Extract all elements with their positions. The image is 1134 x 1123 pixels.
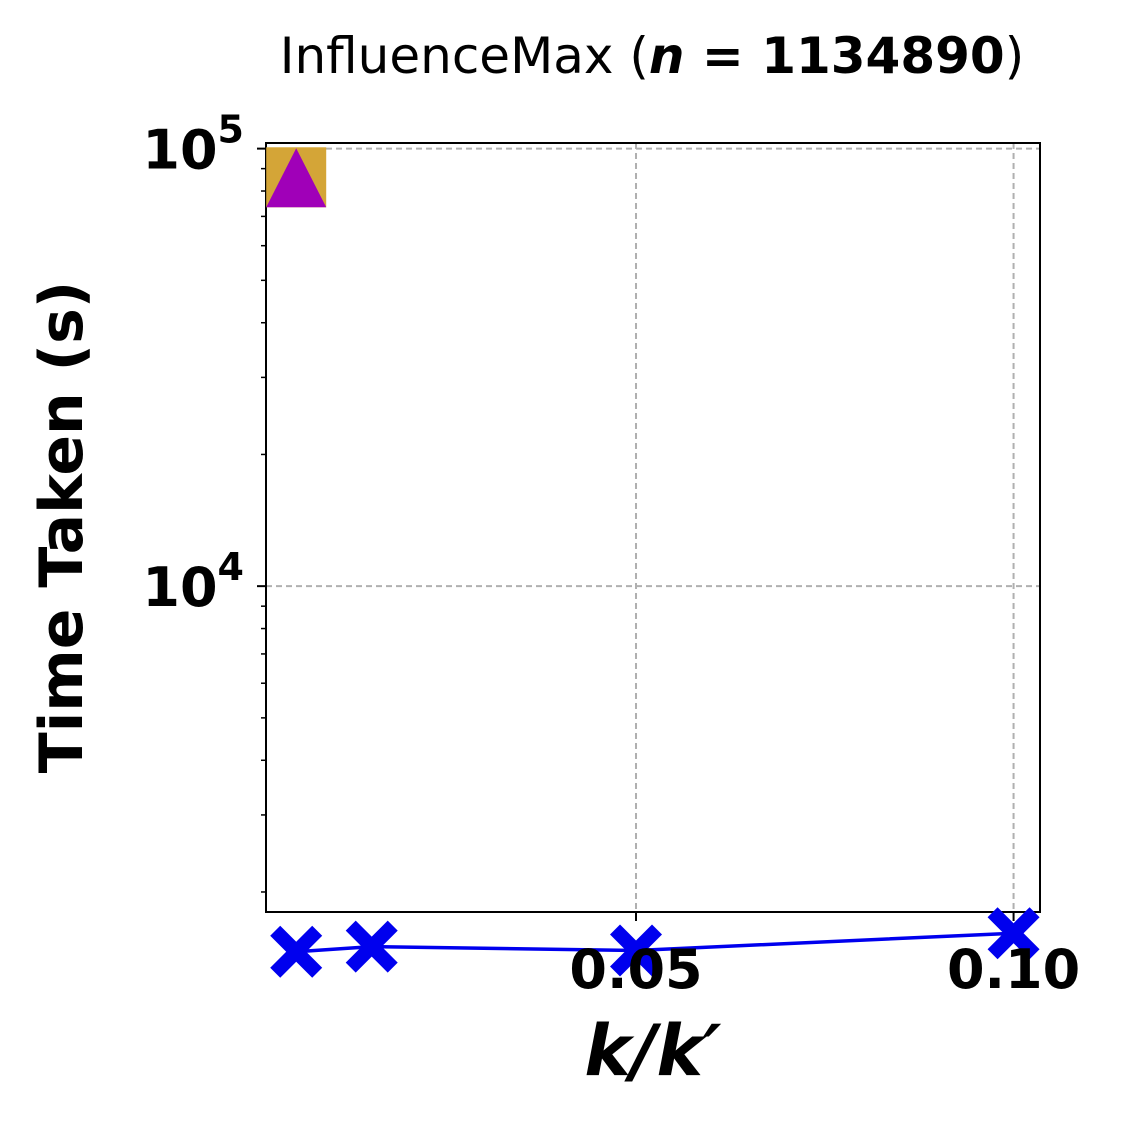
grid bbox=[266, 143, 1040, 912]
x-tick-labels: 0.05 0.10 bbox=[569, 938, 1080, 1001]
y-tick-label: 104 bbox=[142, 545, 244, 619]
y-tick-label: 105 bbox=[142, 108, 244, 182]
y-axis-label: Time Taken (s) bbox=[27, 281, 97, 773]
chart-title-value: 1134890 bbox=[761, 27, 1005, 85]
series-0 bbox=[270, 907, 1040, 978]
data-point-x-marker bbox=[270, 925, 323, 978]
x-tick-label: 0.10 bbox=[947, 938, 1080, 1001]
data-point-triangle-marker bbox=[266, 148, 327, 208]
axis-ticks bbox=[257, 147, 1015, 921]
chart-title-var: n bbox=[649, 27, 685, 85]
chart-title-close: ) bbox=[1005, 27, 1025, 85]
chart-title-name: InfluenceMax bbox=[280, 27, 614, 85]
chart-title-eq: = bbox=[684, 27, 761, 85]
chart-title: InfluenceMax (n = 1134890) bbox=[280, 27, 1024, 85]
data-point-x-marker bbox=[987, 907, 1040, 960]
x-tick-label: 0.05 bbox=[569, 938, 702, 1001]
data-point-x-marker bbox=[345, 920, 398, 973]
series-2 bbox=[266, 148, 327, 208]
x-axis-label: k/k′ bbox=[584, 1010, 722, 1092]
plot-area bbox=[265, 142, 1041, 913]
series-layer bbox=[266, 147, 1040, 978]
y-tick-labels: 104 105 bbox=[142, 108, 244, 620]
data-point-x-marker bbox=[610, 924, 663, 977]
chart-title-open: ( bbox=[613, 27, 648, 85]
series-line bbox=[296, 931, 1014, 954]
